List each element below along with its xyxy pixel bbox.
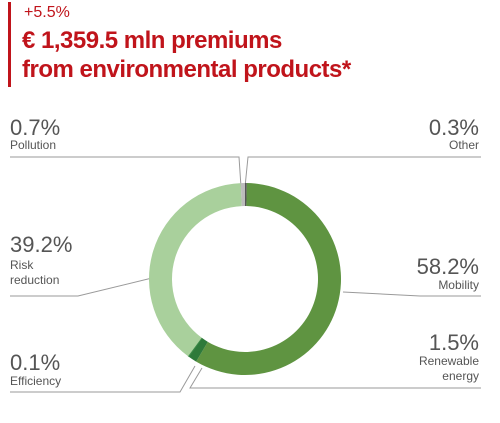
chart-title-line-2: from environmental products*: [22, 56, 351, 83]
leader-line-other: [244, 156, 481, 188]
accent-bar: [8, 2, 11, 87]
category-label-mobility: Mobility: [438, 278, 479, 292]
pct-label-other: 0.3%: [428, 115, 479, 140]
slice-risk-reduction: [148, 183, 242, 357]
pct-label-risk-reduction: 39.2%: [10, 232, 73, 257]
category-label-risk-reduction-line1: Risk: [10, 258, 34, 272]
pct-label-efficiency: 0.1%: [10, 350, 61, 375]
category-label-risk-reduction-line2: reduction: [10, 273, 60, 287]
leader-line-risk-reduction: [10, 277, 153, 297]
donut-slices: [148, 183, 342, 376]
leader-line-pollution: [10, 156, 242, 188]
slice-mobility: [196, 183, 342, 376]
pct-label-mobility: 58.2%: [416, 254, 479, 279]
leader-line-efficiency: [10, 365, 196, 393]
category-label-efficiency: Efficiency: [10, 374, 62, 388]
growth-rate: +5.5%: [24, 4, 70, 21]
leader-lines: [10, 156, 481, 393]
slice-other: [245, 183, 247, 207]
slice-efficiency: [187, 337, 203, 357]
leader-line-mobility: [342, 291, 481, 297]
pct-label-renewable-energy: 1.5%: [428, 330, 479, 355]
pct-label-pollution: 0.7%: [10, 115, 61, 140]
category-label-pollution: Pollution: [10, 138, 57, 152]
slice-pollution: [240, 183, 245, 207]
slice-renewable-energy: [188, 338, 208, 362]
category-label-renewable-energy-line1: Renewable: [418, 354, 479, 368]
leader-line-renewable-energy: [189, 367, 481, 389]
category-label-other: Other: [448, 138, 479, 152]
category-label-renewable-energy-line2: energy: [442, 369, 479, 383]
chart-title-line-1: € 1,359.5 mln premiums: [22, 27, 282, 54]
